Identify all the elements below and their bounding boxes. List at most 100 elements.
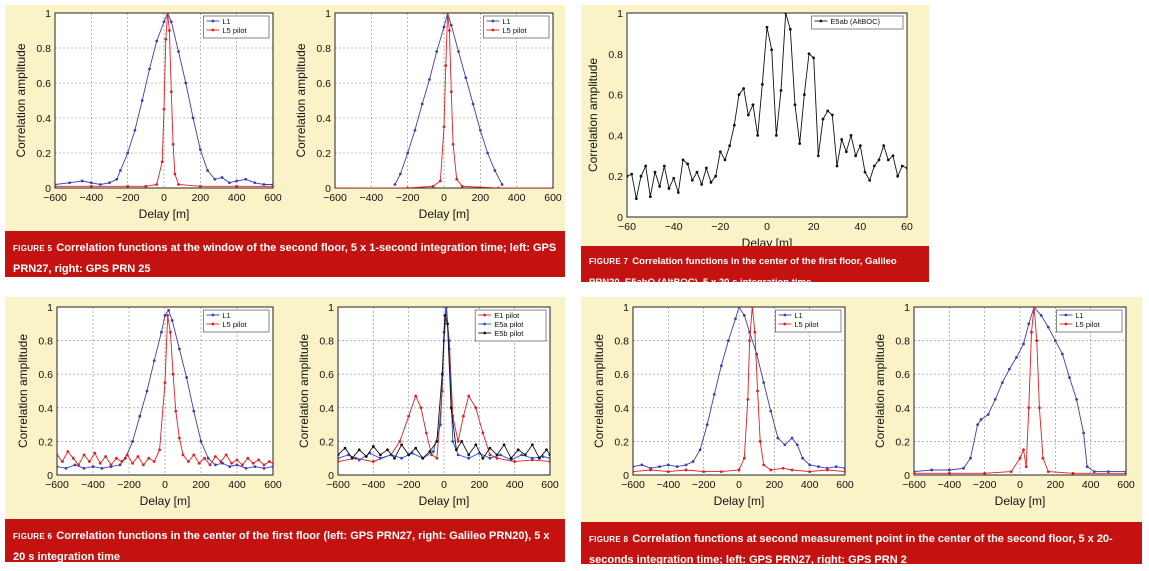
fig6-left-series-1-point — [77, 463, 80, 467]
fig8-right-legend-label: L5 pilot — [1075, 320, 1100, 329]
fig6-right-xtick-label: 400 — [506, 479, 524, 491]
fig5-right-series-0-point — [457, 50, 460, 53]
fig7-series-0-point — [630, 172, 634, 176]
fig8-left-series-0-point — [691, 460, 695, 463]
fig8-left-xlabel: Delay [m] — [714, 494, 765, 508]
fig6-left-ytick-label: 1 — [47, 302, 53, 314]
chart-fig5-right: −600 −400 −200 0 200 400 600 0 0.2 0.4 0.6 0.8 1 Dela… — [294, 8, 562, 221]
chart-fig5-left: −600 −400 −200 0 200 400 600 0 0.2 0.4 0.6 0.8 1 Dela… — [14, 8, 282, 221]
fig8-left-series-0-point — [658, 465, 661, 468]
fig6-left-xtick-label: 400 — [228, 479, 246, 491]
fig5-left-series-0-point — [253, 181, 257, 185]
fig6-right-series-1-point — [379, 456, 382, 460]
fig5-right-xlabel: Delay [m] — [419, 207, 470, 221]
fig6-left-series-1-point — [262, 463, 266, 467]
fig6-right-series-1-point — [541, 455, 545, 458]
fig8-right-xlabel: Delay [m] — [995, 494, 1046, 508]
fig6-right-series-1-point — [338, 456, 340, 460]
fig6-right-series-2-point — [530, 443, 534, 447]
fig6-left-series-0-point — [235, 463, 239, 467]
fig6-right-ylabel: Correlation amplitude — [297, 334, 311, 448]
fig7-legend-box — [811, 15, 904, 30]
fig5-left-xtick-label: −400 — [80, 192, 104, 204]
fig6-right-series-2-point — [454, 448, 458, 452]
fig6-left-legend-marker — [211, 313, 215, 317]
fig7-ytick-label: 0.4 — [608, 130, 623, 142]
fig6-left-series-0-point — [163, 314, 167, 317]
fig7-series-0-point — [648, 195, 652, 199]
figure-5-caption-text: Correlation functions at the window of t… — [13, 242, 557, 275]
fig5-left-series-1-point — [168, 29, 171, 32]
fig5-right-series-0-point — [435, 50, 439, 53]
fig8-right-series-1-line — [914, 307, 1126, 474]
fig7-ylabel: Correlation amplitude — [586, 58, 600, 172]
fig5-left-series-0-point — [133, 128, 137, 132]
fig8-left-series-1-point — [753, 330, 757, 334]
fig8-left-ytick-label: 0.4 — [614, 403, 629, 415]
fig8-right-series-0-point — [1015, 356, 1018, 359]
fig8-left-series-1-point — [790, 468, 794, 472]
fig8-left-series-0-point — [808, 463, 812, 467]
fig5-left-series-0-point — [191, 116, 195, 120]
fig5-right-series-0-point — [486, 151, 489, 155]
figure-5-panel: −600 −400 −200 0 200 400 600 0 0.2 0.4 0.6 0.8 1 Dela… — [5, 5, 565, 277]
fig6-right-series-2-point — [364, 455, 368, 458]
fig5-left-series-1-point — [235, 184, 239, 188]
fig7-series-0-point — [742, 87, 746, 90]
fig8-right-series-0-point — [976, 423, 979, 426]
fig7-series-0-point — [681, 158, 685, 162]
fig6-left-series-1-point — [214, 455, 217, 458]
fig8-right-frame — [913, 306, 1127, 476]
fig7-series-0-point — [695, 170, 699, 174]
fig6-left-series-1-point — [142, 463, 145, 467]
fig8-left-series-1-point — [684, 468, 688, 472]
fig6-left-series-1-point — [268, 460, 271, 463]
fig8-left-series-1-point — [633, 470, 635, 474]
fig8-left-xtick-label: 0 — [736, 479, 742, 491]
fig6-right-series-1-point — [400, 456, 403, 460]
fig5-right-xtick-label: 400 — [508, 192, 526, 204]
fig6-right-ytick-label: 0.4 — [319, 403, 334, 415]
fig5-right-series-1-point — [449, 90, 453, 94]
fig5-right-series-1-point — [460, 184, 464, 188]
fig5-left-series-1-point — [55, 184, 57, 188]
fig6-left-series-1-point — [251, 461, 255, 465]
fig6-right-legend-label: E5a pilot — [494, 320, 524, 329]
fig6-right-series-2-point — [393, 456, 396, 460]
fig5-left-legend-label: L5 pilot — [222, 26, 247, 35]
fig8-right-series-1-point — [1018, 456, 1022, 460]
fig8-left-series-0-point — [698, 448, 702, 452]
fig8-right-series-0-point — [986, 413, 990, 416]
fig6-left-series-1-point — [109, 463, 113, 467]
figure-8-number: FIGURE 8 — [589, 535, 629, 544]
fig6-left-series-1-point — [93, 451, 97, 455]
fig6-left-legend-box — [203, 309, 270, 333]
fig7-series-0-point — [858, 144, 862, 148]
fig7-series-0-point — [770, 48, 774, 52]
fig7-series-0-point — [784, 13, 788, 15]
fig8-left-legend-label: L1 — [794, 311, 802, 320]
fig5-left-series-1-point — [144, 184, 148, 188]
fig5-right-series-0-point — [413, 128, 417, 132]
fig7-series-0-point — [760, 83, 764, 86]
fig8-right-series-0-point — [1053, 339, 1057, 342]
fig7-series-0-point — [765, 25, 769, 29]
fig8-left-series-0-point — [727, 339, 730, 342]
fig6-right-series-0-point — [414, 394, 418, 398]
fig7-series-0-point — [653, 170, 657, 174]
fig7-series-0-point — [779, 89, 783, 92]
fig5-right-ytick-label: 0.4 — [316, 113, 331, 125]
fig8-left-series-0-line — [633, 307, 845, 469]
fig8-right-series-group — [914, 307, 1126, 475]
fig7-series-0-point — [798, 142, 802, 145]
fig8-right-series-0-point — [1027, 322, 1031, 326]
fig8-left-series-1-point — [737, 468, 741, 472]
fig7-series-0-point — [812, 56, 816, 60]
fig6-right-legend-marker — [483, 313, 487, 317]
fig8-right-series-0-point — [1075, 398, 1078, 401]
fig8-left-series-0-point — [684, 463, 688, 467]
fig5-left-ytick-label: 0.2 — [36, 148, 51, 160]
fig8-left-series-group — [633, 307, 845, 474]
fig6-right-series-2-point — [414, 446, 418, 450]
fig8-left-series-1-point — [742, 456, 746, 460]
